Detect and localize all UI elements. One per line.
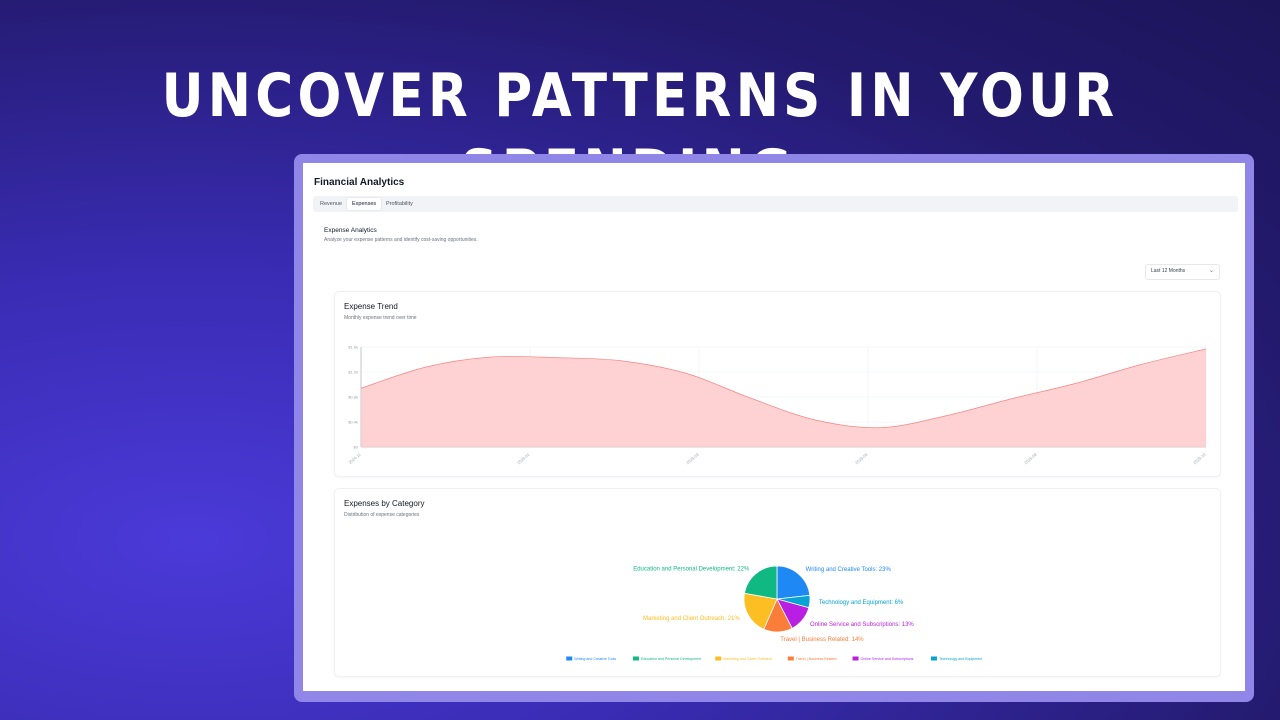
app-window-frame: Financial Analytics Revenue Expenses Pro… (294, 154, 1254, 702)
chevron-down-icon: ⌄ (1208, 268, 1214, 274)
expense-trend-chart: $0 $0.4k $0.8k $1.2k $1.6k 2024-11 2025-01 2025… (347, 345, 1207, 466)
legend-swatch (852, 656, 859, 661)
tab-profitability[interactable]: Profitability (386, 201, 413, 207)
y-tick-label: $1.2k (348, 370, 358, 375)
app-title: Financial Analytics (314, 177, 405, 188)
legend-swatch (787, 656, 794, 661)
date-range-select[interactable]: Last 12 Months ⌄ (1145, 264, 1220, 280)
pie-slice-label: Writing and Creative Tools: 23% (806, 567, 892, 573)
section-subtitle: Analyze your expense patterns and identi… (324, 237, 478, 243)
y-tick-label: $0.8k (348, 395, 358, 400)
x-tick-label: 2025-03 (685, 451, 700, 465)
legend-item: Marketing and Client Outreach (723, 657, 772, 661)
pie-slice-label: Travel | Business Related: 14% (780, 637, 864, 643)
legend-item: Online Service and Subscriptions (861, 657, 914, 661)
expense-area (361, 348, 1206, 447)
pie-slice (743, 592, 778, 630)
legend-swatch (566, 656, 573, 661)
legend-item: Travel | Business Related (796, 657, 837, 661)
x-tick-label: 2025-08 (1023, 451, 1038, 465)
x-tick-label: 2025-10 (1192, 451, 1207, 465)
legend-item: Education and Personal Development (641, 657, 701, 661)
expense-trend-title: Expense Trend (344, 302, 398, 311)
tab-expenses[interactable]: Expenses (347, 198, 382, 210)
pie-slice (776, 565, 811, 600)
app-panel: Financial Analytics Revenue Expenses Pro… (303, 163, 1245, 691)
y-tick-label: $1.6k (348, 345, 358, 350)
category-pie-chart: Writing and Creative Tools: 23% Technolog… (566, 565, 982, 661)
pie-slice-label: Technology and Equipment: 6% (819, 600, 904, 606)
category-card: Expenses by Category Distribution of exp… (334, 488, 1221, 677)
tab-revenue[interactable]: Revenue (320, 201, 343, 207)
legend-item: Writing and Creative Tools (574, 657, 616, 661)
section-title: Expense Analytics (324, 227, 377, 234)
expense-line (360, 348, 1207, 429)
pie-slice (744, 565, 778, 600)
category-subtitle: Distribution of expense categories (344, 512, 420, 518)
x-tick-label: 2025-01 (516, 451, 531, 465)
legend-swatch (930, 656, 937, 661)
legend-item: Technology and Equipment (939, 657, 982, 661)
date-range-value: Last 12 Months (1151, 268, 1186, 274)
expense-trend-card: Expense Trend Monthly expense trend over… (334, 291, 1221, 477)
y-tick-label: $0.4k (348, 420, 358, 425)
pie-slice-label: Education and Personal Development: 22% (633, 566, 750, 572)
x-tick-label: 2024-11 (347, 451, 362, 465)
legend-swatch (715, 656, 722, 661)
expense-trend-subtitle: Monthly expense trend over time (344, 315, 417, 321)
pie-slice-label: Online Service and Subscriptions: 13% (810, 622, 914, 628)
category-title: Expenses by Category (344, 499, 425, 508)
x-tick-label: 2025-05 (854, 451, 869, 465)
tab-bar: Revenue Expenses Profitability (313, 196, 1238, 212)
legend-swatch (632, 656, 639, 661)
pie-slice-label: Marketing and Client Outreach: 21% (643, 616, 740, 622)
y-tick-label: $0 (354, 445, 359, 450)
